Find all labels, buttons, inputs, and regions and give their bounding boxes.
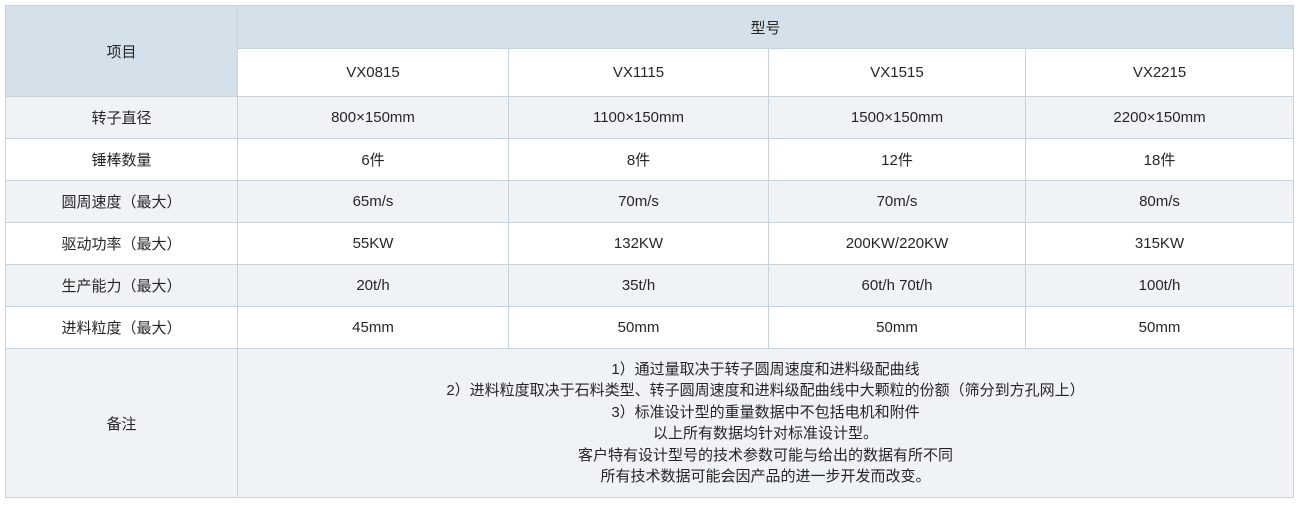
model-header-vx1115: VX1115	[508, 48, 769, 97]
spec-cell: 35t/h	[508, 264, 769, 307]
spec-cell: 50mm	[768, 306, 1026, 349]
table-row-hammer-count: 锤棒数量 6件 8件 12件 18件	[5, 138, 1295, 181]
spec-cell: 80m/s	[1024, 180, 1295, 223]
header-cell-model: 型号	[236, 5, 1295, 49]
spec-cell: 20t/h	[237, 264, 509, 307]
spec-cell: 2200×150mm	[1024, 96, 1295, 139]
spec-cell: 800×150mm	[237, 96, 509, 139]
spec-cell: 100t/h	[1024, 264, 1295, 307]
remark-line: 1）通过量取决于转子圆周速度和进料级配曲线	[611, 360, 920, 378]
model-header-vx1515: VX1515	[768, 48, 1026, 97]
spec-cell: 70m/s	[508, 180, 769, 223]
spec-cell: 315KW	[1024, 222, 1295, 265]
row-label: 生产能力（最大）	[5, 264, 238, 307]
remark-line: 2）进料粒度取决于石料类型、转子圆周速度和进料级配曲线中大颗粒的份额（筛分到方孔…	[446, 382, 1085, 399]
spec-cell: 45mm	[237, 306, 509, 349]
row-label: 锤棒数量	[5, 138, 238, 181]
row-label: 进料粒度（最大）	[5, 306, 238, 349]
spec-cell: 60t/h 70t/h	[768, 264, 1026, 307]
table-row-capacity: 生产能力（最大） 20t/h 35t/h 60t/h 70t/h 100t/h	[5, 264, 1295, 307]
model-header-vx0815: VX0815	[237, 48, 509, 97]
remark-line: 客户特有设计型号的技术参数可能与给出的数据有所不同	[578, 446, 954, 464]
header-cell-item: 项目	[5, 5, 238, 97]
remarks-content: 1）通过量取决于转子圆周速度和进料级配曲线 2）进料粒度取决于石料类型、转子圆周…	[236, 348, 1295, 498]
spec-cell: 18件	[1024, 138, 1295, 181]
table-row-circumferential-speed: 圆周速度（最大） 65m/s 70m/s 70m/s 80m/s	[5, 180, 1295, 223]
spec-cell: 50mm	[508, 306, 769, 349]
spec-cell: 6件	[237, 138, 509, 181]
model-header-vx2215: VX2215	[1024, 48, 1295, 97]
spec-cell: 8件	[508, 138, 769, 181]
spec-cell: 50mm	[1024, 306, 1295, 349]
spec-cell: 1500×150mm	[768, 96, 1026, 139]
spec-cell: 132KW	[508, 222, 769, 265]
row-label: 驱动功率（最大）	[5, 222, 238, 265]
spec-cell: 70m/s	[768, 180, 1026, 223]
remark-line: 以上所有数据均针对标准设计型。	[653, 425, 879, 442]
table-row-rotor-diameter: 转子直径 800×150mm 1100×150mm 1500×150mm 220…	[5, 96, 1295, 139]
remarks-label: 备注	[5, 348, 238, 498]
spec-cell: 12件	[768, 138, 1026, 181]
remark-line: 所有技术数据可能会因产品的进一步开发而改变。	[600, 468, 931, 485]
model-spec-table: 项目 型号 VX0815 VX1115 VX1515 VX2215 转子直径 8…	[5, 5, 1295, 498]
table-row-remarks: 备注 1）通过量取决于转子圆周速度和进料级配曲线 2）进料粒度取决于石料类型、转…	[5, 348, 1295, 498]
remark-line: 3）标准设计型的重量数据中不包括电机和附件	[611, 403, 920, 421]
header-row-models: VX0815 VX1115 VX1515 VX2215	[6, 48, 1295, 97]
spec-cell: 200KW/220KW	[768, 222, 1026, 265]
table-row-drive-power: 驱动功率（最大） 55KW 132KW 200KW/220KW 315KW	[5, 222, 1295, 265]
table-row-feed-size: 进料粒度（最大） 45mm 50mm 50mm 50mm	[5, 306, 1295, 349]
spec-cell: 55KW	[237, 222, 509, 265]
row-label: 转子直径	[5, 96, 238, 139]
spec-cell: 1100×150mm	[508, 96, 769, 139]
spec-cell: 65m/s	[237, 180, 509, 223]
header-row-type: 项目 型号	[5, 5, 1295, 97]
row-label: 圆周速度（最大）	[5, 180, 238, 223]
